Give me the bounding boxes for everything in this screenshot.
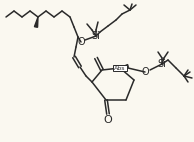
Text: O: O — [141, 67, 149, 77]
Polygon shape — [34, 17, 38, 27]
Text: Si: Si — [158, 59, 166, 69]
Text: O: O — [104, 115, 112, 125]
Text: O: O — [77, 37, 85, 47]
Text: Si: Si — [92, 31, 100, 41]
Text: Abs: Abs — [114, 65, 126, 70]
Polygon shape — [120, 65, 128, 68]
